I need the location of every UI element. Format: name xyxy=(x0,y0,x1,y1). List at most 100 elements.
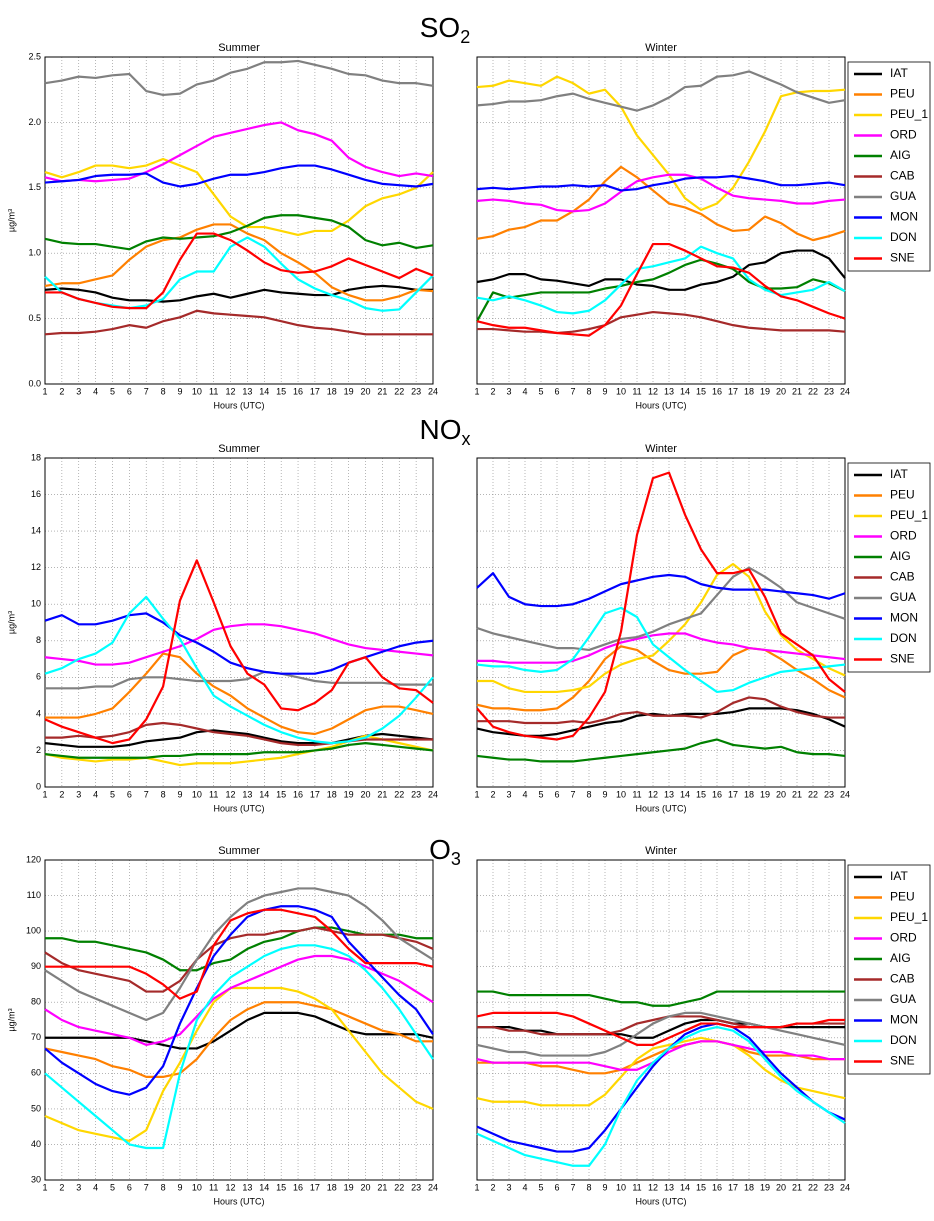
x-tick-label: 10 xyxy=(616,789,626,799)
series-line xyxy=(45,1011,434,1050)
y-tick-label: 0.0 xyxy=(28,378,41,388)
x-axis-label: Hours (UTC) xyxy=(636,803,687,813)
x-tick-label: 7 xyxy=(570,789,575,799)
x-tick-label: 7 xyxy=(570,1182,575,1192)
x-tick-label: 9 xyxy=(602,789,607,799)
legend-label: SNE xyxy=(890,1054,915,1068)
panel-title: Summer xyxy=(218,42,260,54)
x-tick-label: 10 xyxy=(192,386,202,396)
series-line xyxy=(476,173,846,213)
x-tick-label: 11 xyxy=(632,789,641,799)
x-tick-label: 2 xyxy=(59,789,64,799)
series-line xyxy=(476,572,846,608)
x-tick-label: 12 xyxy=(226,789,236,799)
series-line xyxy=(44,623,434,666)
x-tick-label: 13 xyxy=(242,789,252,799)
y-tick-label: 16 xyxy=(31,489,41,499)
x-tick-label: 17 xyxy=(728,789,738,799)
x-tick-label: 20 xyxy=(361,789,371,799)
series-line xyxy=(476,1011,846,1057)
panel-title: Winter xyxy=(645,443,677,455)
series-line xyxy=(477,1018,845,1039)
x-tick-label: 14 xyxy=(259,789,269,799)
x-tick-label: 14 xyxy=(680,386,690,396)
x-tick-label: 7 xyxy=(144,789,149,799)
x-tick-label: 22 xyxy=(808,1182,818,1192)
x-tick-label: 20 xyxy=(361,386,371,396)
x-tick-label: 9 xyxy=(602,386,607,396)
x-tick-label: 18 xyxy=(327,1182,337,1192)
x-tick-label: 15 xyxy=(276,789,286,799)
y-tick-label: 80 xyxy=(31,997,41,1007)
legend-label: PEU xyxy=(890,488,915,502)
x-tick-label: 22 xyxy=(394,1182,404,1192)
x-tick-label: 22 xyxy=(808,386,818,396)
series-line xyxy=(44,944,434,1150)
y-tick-label: 100 xyxy=(26,925,41,935)
x-tick-label: 8 xyxy=(586,386,591,396)
series-line xyxy=(45,232,434,310)
x-tick-label: 9 xyxy=(177,1182,182,1192)
x-tick-label: 8 xyxy=(161,1182,166,1192)
x-tick-label: 16 xyxy=(293,789,303,799)
x-tick-label: 20 xyxy=(776,1182,786,1192)
series-line xyxy=(44,887,434,1022)
x-tick-label: 17 xyxy=(310,789,320,799)
series-line xyxy=(476,566,846,652)
legend-label: ORD xyxy=(890,529,917,543)
y-tick-label: 0 xyxy=(36,781,41,791)
plot-frame xyxy=(476,56,846,385)
section-title: O3 xyxy=(429,834,461,868)
x-tick-label: 3 xyxy=(506,789,511,799)
x-tick-label: 5 xyxy=(538,1182,543,1192)
x-tick-label: 24 xyxy=(428,1182,438,1192)
x-tick-label: 21 xyxy=(377,789,387,799)
x-tick-label: 16 xyxy=(712,1182,722,1192)
legend-label: IAT xyxy=(890,66,908,80)
y-tick-label: 12 xyxy=(31,562,41,572)
x-tick-label: 1 xyxy=(474,789,479,799)
y-tick-label: 14 xyxy=(31,525,41,535)
x-tick-label: 19 xyxy=(344,1182,354,1192)
x-tick-label: 23 xyxy=(824,789,834,799)
y-axis-label: µg/m³ xyxy=(6,1008,16,1031)
x-tick-label: 3 xyxy=(76,1182,81,1192)
series-line xyxy=(477,1040,845,1075)
x-axis-label: Hours (UTC) xyxy=(636,1196,687,1206)
legend-label: PEU xyxy=(890,890,915,904)
y-tick-label: 6 xyxy=(36,672,41,682)
x-tick-label: 1 xyxy=(474,1182,479,1192)
section-title-main: O xyxy=(429,834,451,865)
y-tick-label: 8 xyxy=(36,635,41,645)
x-tick-label: 18 xyxy=(744,789,754,799)
y-tick-label: 70 xyxy=(31,1032,41,1042)
x-tick-label: 21 xyxy=(792,1182,802,1192)
series-line xyxy=(44,742,434,759)
x-tick-label: 17 xyxy=(728,1182,738,1192)
legend-label: GUA xyxy=(890,590,916,604)
x-axis-label: Hours (UTC) xyxy=(214,400,265,410)
x-tick-label: 24 xyxy=(840,1182,850,1192)
x-tick-label: 11 xyxy=(632,386,641,396)
x-tick-label: 21 xyxy=(377,386,387,396)
x-tick-label: 23 xyxy=(411,386,421,396)
y-tick-label: 120 xyxy=(26,854,41,864)
x-tick-label: 4 xyxy=(93,1182,98,1192)
panel-title: Winter xyxy=(645,42,677,54)
x-tick-label: 10 xyxy=(616,386,626,396)
x-tick-label: 19 xyxy=(344,386,354,396)
legend-label: PEU xyxy=(890,87,915,101)
series-line xyxy=(476,471,846,741)
x-tick-label: 4 xyxy=(522,1182,527,1192)
x-tick-label: 19 xyxy=(760,789,770,799)
series-line xyxy=(476,174,846,192)
x-tick-label: 17 xyxy=(310,1182,320,1192)
y-tick-label: 2.5 xyxy=(28,51,41,61)
series-line xyxy=(44,612,434,675)
x-tick-label: 20 xyxy=(361,1182,371,1192)
series-line xyxy=(477,562,846,694)
x-tick-label: 1 xyxy=(474,386,479,396)
x-tick-label: 2 xyxy=(490,1182,495,1192)
x-tick-label: 12 xyxy=(226,386,236,396)
